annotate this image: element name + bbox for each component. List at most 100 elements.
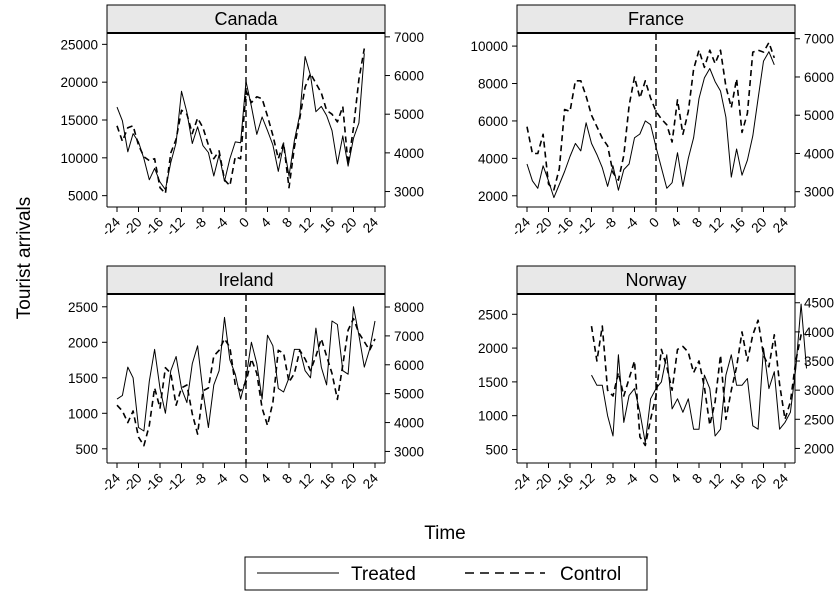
- y-right-tick-label: 3000: [394, 185, 424, 200]
- x-tick-label: -24: [99, 470, 124, 495]
- series-control-line: [116, 317, 376, 447]
- series-treated-line: [591, 303, 807, 444]
- y-left-tick-label: 1500: [68, 371, 98, 386]
- x-tick-label: -16: [142, 471, 166, 495]
- x-tick-label: -20: [530, 471, 554, 495]
- x-tick-label: -4: [212, 470, 231, 489]
- panel-ireland: Ireland 500 1000 1500 2000 2500 3000 4000 5000 60…: [68, 265, 424, 495]
- panel-header-norway: [516, 265, 796, 295]
- x-tick-label: -4: [622, 214, 641, 233]
- y-right-tick-label: 4000: [804, 146, 834, 161]
- x-tick-label: 0: [236, 471, 252, 487]
- x-tick-label: 0: [236, 215, 252, 231]
- y-left-tick-label: 500: [75, 442, 98, 457]
- series-treated-line: [526, 51, 775, 199]
- x-tick-label: 16: [317, 471, 338, 492]
- legend: Treated Control: [244, 556, 648, 591]
- series-control-line: [590, 319, 807, 447]
- x-tick-label: 20: [748, 471, 769, 492]
- x-tick-label: 4: [668, 214, 684, 230]
- y-right-tick-label: 2500: [804, 412, 834, 427]
- y-right-tick-label: 3000: [804, 185, 834, 200]
- y-right-tick-label: 5000: [394, 107, 424, 122]
- x-tick-label: 4: [668, 470, 684, 486]
- panel-title-france: France: [628, 9, 684, 29]
- y-right-tick-label: 4000: [394, 416, 424, 431]
- y-left-tick-label: 1000: [68, 406, 98, 421]
- y-left-tick-label: 8000: [478, 77, 508, 92]
- y-left-tick-label: 5000: [68, 189, 98, 204]
- series-control-line: [116, 48, 366, 195]
- y-right-tick-label: 4000: [804, 325, 834, 340]
- x-axis-title: Time: [424, 523, 466, 544]
- x-tick-label: 20: [338, 471, 359, 492]
- series-treated-line: [116, 53, 365, 191]
- y-left-tick-label: 2000: [478, 189, 508, 204]
- x-tick-label: 8: [279, 471, 295, 487]
- panel-title-canada: Canada: [214, 9, 278, 29]
- y-right-tick-label: 7000: [394, 30, 424, 45]
- y-right-tick-label: 4500: [804, 296, 834, 311]
- y-left-tick-label: 2500: [68, 300, 98, 315]
- y-left-tick-label: 2000: [68, 335, 98, 350]
- x-tick-label: 12: [295, 215, 316, 236]
- x-tick-label: -20: [530, 215, 554, 239]
- x-tick-label: 0: [646, 215, 662, 231]
- y-left-tick-label: 1500: [478, 375, 508, 390]
- x-tick-label: -16: [552, 215, 576, 239]
- x-tick-label: 24: [770, 470, 792, 492]
- panel-norway: Norway 500 1000 1500 2000 2500 2000 2500 3000 350…: [478, 265, 834, 495]
- x-tick-label: -24: [509, 214, 534, 239]
- y-right-tick-label: 6000: [394, 358, 424, 373]
- y-left-tick-label: 10000: [470, 39, 508, 54]
- x-tick-label: -8: [600, 215, 619, 234]
- panel-canada: Canada 5000 10000 15000 20000 25000 3000 4000 50…: [60, 4, 424, 239]
- x-tick-label: -16: [552, 471, 576, 495]
- x-tick-label: 24: [770, 214, 792, 236]
- x-tick-label: 20: [748, 215, 769, 236]
- y-right-tick-label: 5000: [394, 387, 424, 402]
- panel-title-norway: Norway: [625, 270, 686, 290]
- legend-control-label: Control: [560, 564, 621, 585]
- y-axis-title: Tourist arrivals: [14, 197, 35, 319]
- y-right-tick-label: 3000: [394, 444, 424, 459]
- y-left-tick-label: 25000: [60, 37, 98, 52]
- x-tick-label: 8: [689, 471, 705, 487]
- y-left-tick-label: 4000: [478, 151, 508, 166]
- y-left-tick-label: 20000: [60, 75, 98, 90]
- panels: Canada5000100001500020000250003000400050…: [60, 4, 834, 495]
- series-treated-line: [116, 306, 376, 432]
- panel-header-france: [516, 4, 796, 34]
- x-tick-label: 0: [646, 471, 662, 487]
- series-control-line: [526, 41, 776, 191]
- y-right-tick-label: 5000: [804, 108, 834, 123]
- x-tick-label: 12: [295, 471, 316, 492]
- panel-title-ireland: Ireland: [218, 270, 273, 290]
- x-tick-label: 12: [705, 215, 726, 236]
- x-tick-label: -12: [573, 471, 597, 495]
- y-left-tick-label: 6000: [478, 114, 508, 129]
- x-tick-label: 4: [258, 470, 274, 486]
- x-tick-label: -24: [99, 214, 124, 239]
- x-tick-label: 24: [360, 214, 382, 236]
- x-tick-label: -20: [120, 471, 144, 495]
- x-tick-label: -16: [142, 215, 166, 239]
- x-tick-label: -12: [163, 215, 187, 239]
- y-right-tick-label: 7000: [394, 329, 424, 344]
- x-tick-label: 12: [705, 471, 726, 492]
- panel-header-canada: [106, 4, 386, 34]
- x-tick-label: 16: [317, 215, 338, 236]
- y-right-tick-label: 2000: [804, 441, 834, 456]
- y-left-tick-label: 2500: [478, 307, 508, 322]
- y-left-tick-label: 2000: [478, 341, 508, 356]
- x-tick-label: 8: [279, 215, 295, 231]
- x-tick-label: 24: [360, 470, 382, 492]
- x-tick-label: -12: [163, 471, 187, 495]
- y-right-tick-label: 8000: [394, 300, 424, 315]
- y-left-tick-label: 1000: [478, 409, 508, 424]
- x-tick-label: 16: [727, 471, 748, 492]
- legend-treated-label: Treated: [351, 564, 416, 585]
- x-tick-label: 16: [727, 215, 748, 236]
- y-left-tick-label: 500: [485, 442, 508, 457]
